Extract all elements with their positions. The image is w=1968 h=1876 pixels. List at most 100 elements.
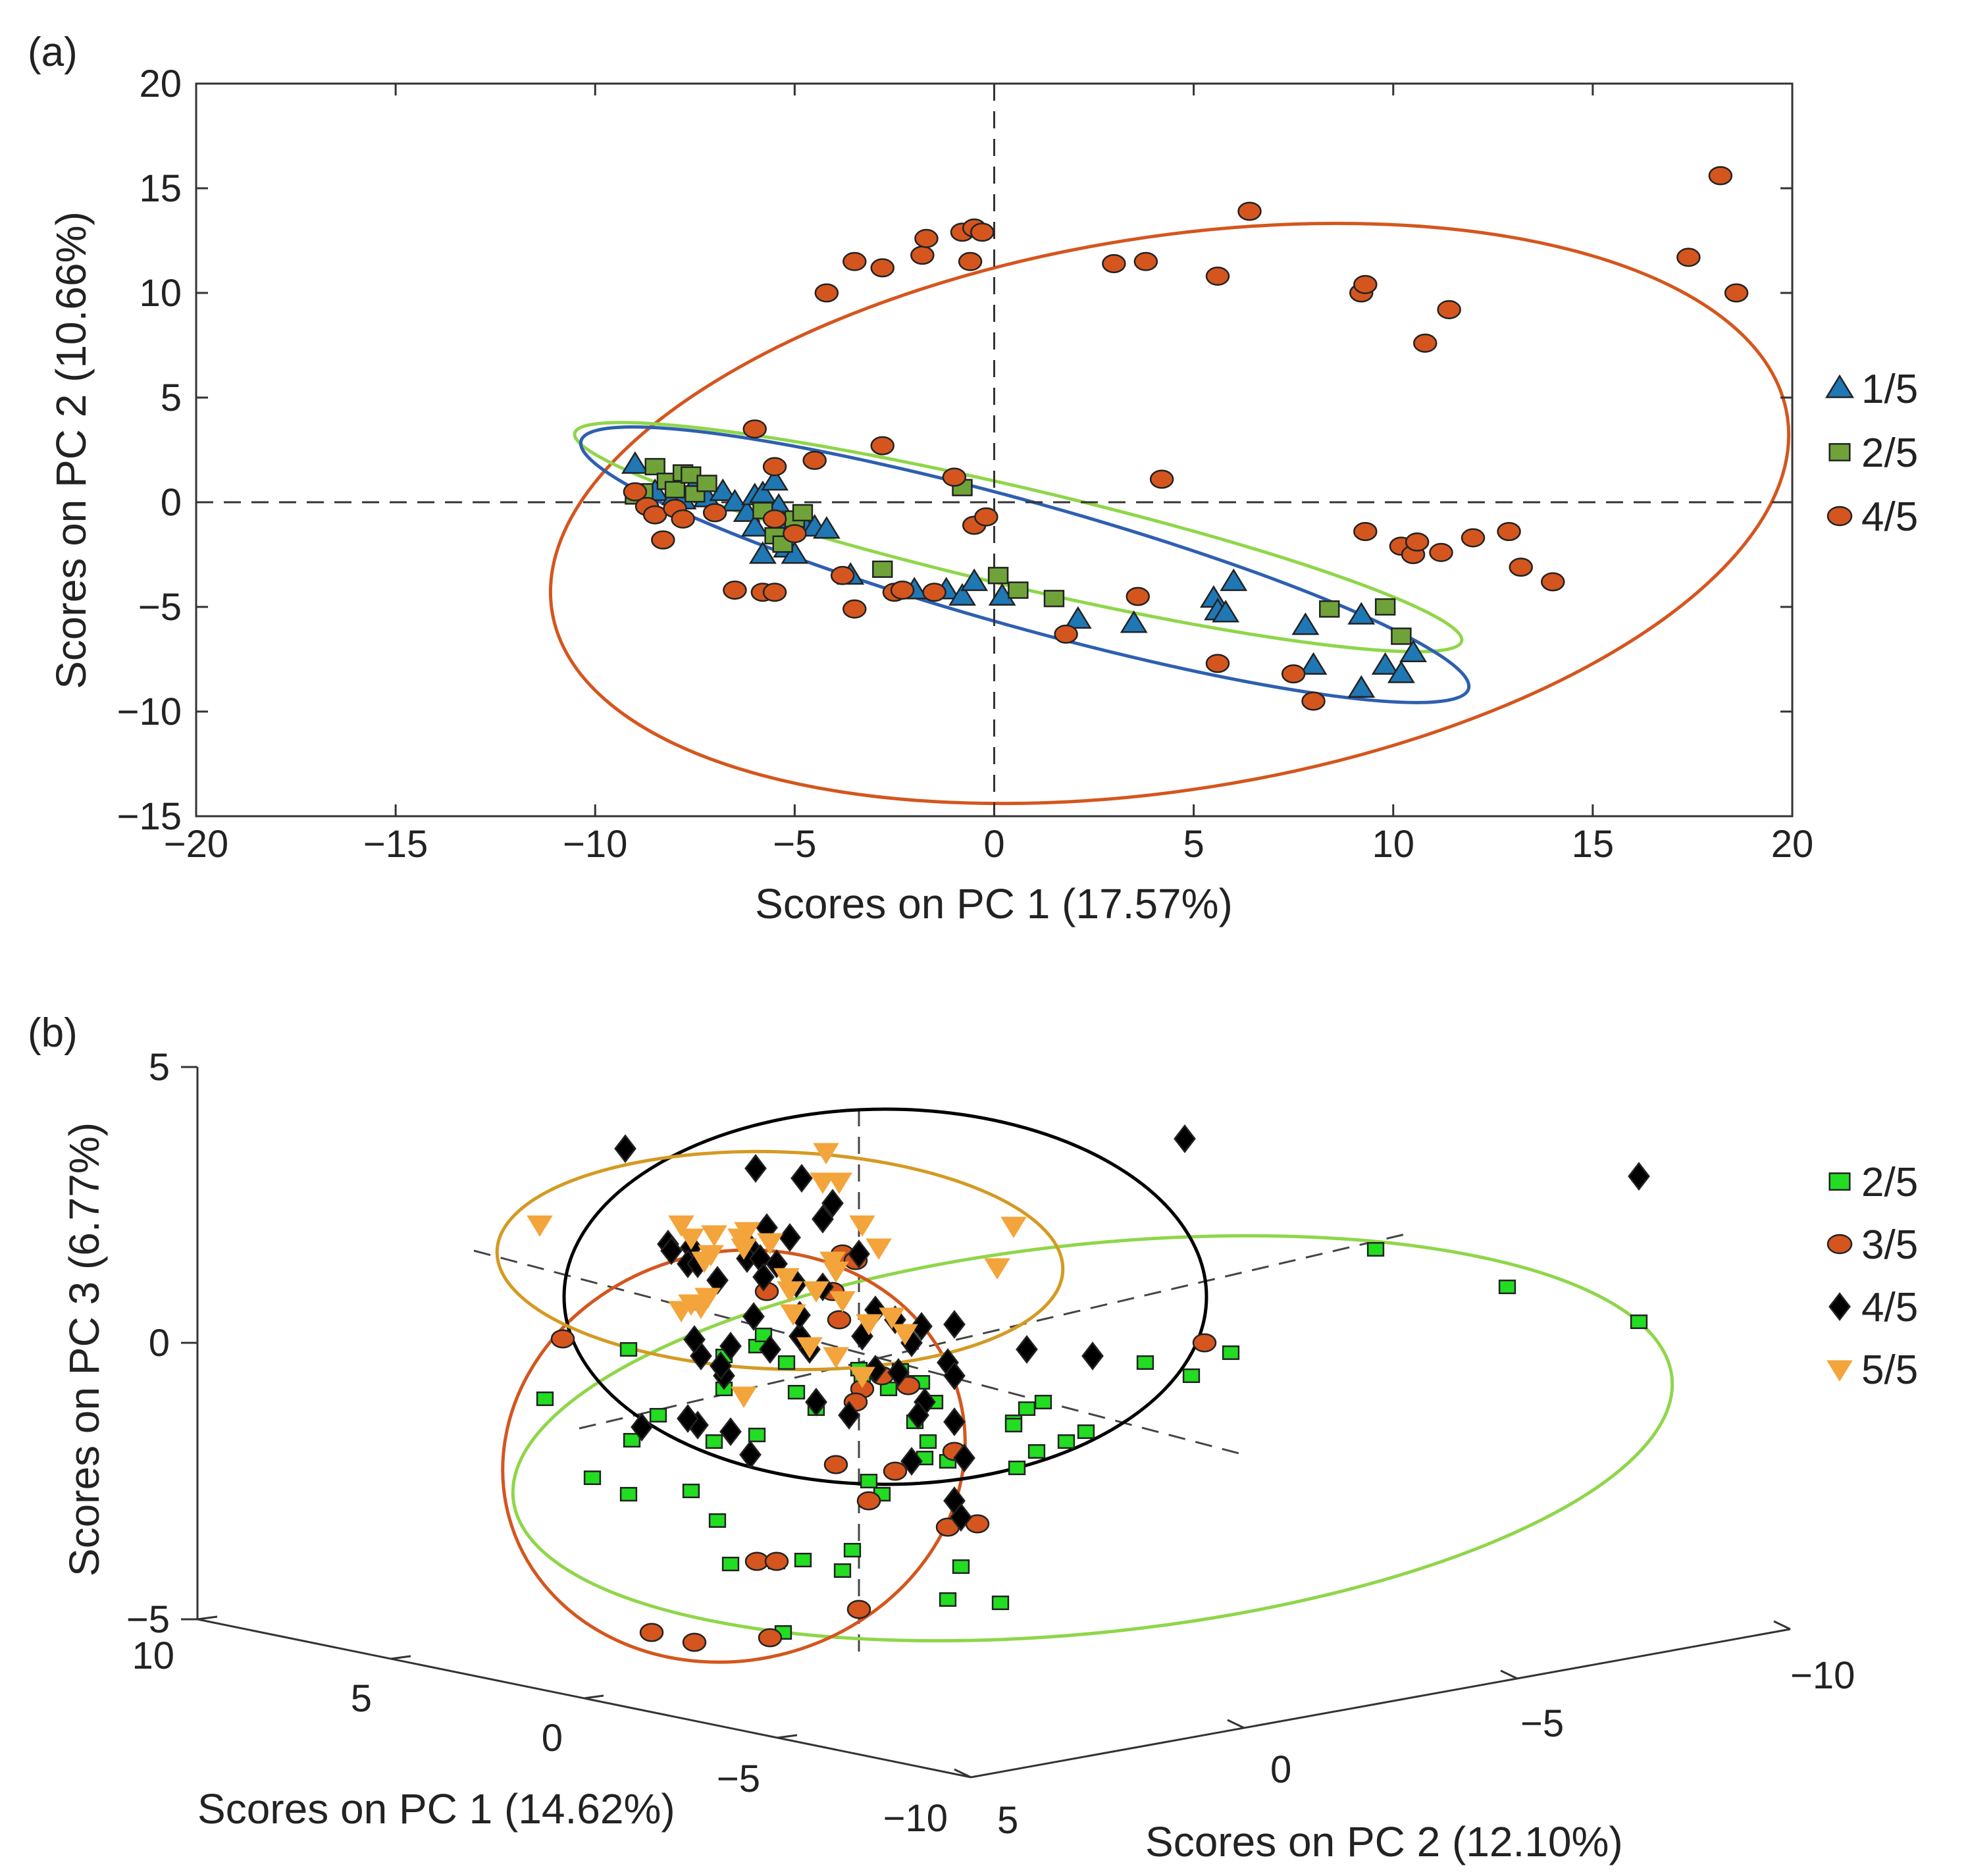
y-tick-label: 0 (161, 481, 182, 524)
data-point-4-5 (1676, 248, 1701, 267)
data-point-b-2-5 (1630, 1314, 1648, 1330)
data-point-b-2-5 (1027, 1444, 1046, 1459)
data-point-1-5 (781, 541, 809, 564)
legend-b-marker-5-5 (1826, 1360, 1853, 1382)
data-point-1-5 (812, 516, 841, 539)
data-point-b-4-5 (1174, 1124, 1196, 1153)
data-point-1-5 (1120, 610, 1148, 633)
data-point-b-2-5 (721, 1556, 740, 1572)
data-point-b-4-5 (864, 1355, 887, 1384)
data-point-b-4-5 (790, 1164, 813, 1193)
ellipse-b-2-5 (511, 1234, 1674, 1643)
legend-label: 1/5 (1861, 367, 1918, 412)
data-point-b-5-5 (866, 1238, 892, 1260)
legend-marker-2-5 (1828, 443, 1851, 461)
data-point-4-5 (1405, 532, 1430, 552)
pc1-tick-label: −10 (883, 1797, 948, 1840)
data-point-b-5-5 (803, 1281, 829, 1303)
data-point-4-5 (1149, 469, 1174, 489)
data-point-b-2-5 (1034, 1394, 1052, 1410)
data-point-4-5 (1353, 522, 1378, 542)
data-point-b-3-5 (823, 1455, 848, 1474)
data-point-2-5 (696, 475, 717, 492)
data-point-b-3-5 (758, 1628, 783, 1648)
data-point-b-4-5 (677, 1404, 699, 1433)
data-point-1-5 (721, 488, 749, 511)
data-point-b-2-5 (991, 1595, 1010, 1611)
data-point-1-5 (1212, 600, 1240, 623)
data-point-b-4-5 (943, 1407, 966, 1436)
data-point-2-5 (1008, 581, 1029, 599)
panel-a-y-axis-label: Scores on PC 2 (10.66%) (47, 211, 95, 689)
data-point-b-5-5 (879, 1307, 905, 1329)
ellipse-4-5 (548, 221, 1791, 806)
panel-b: (b) (28, 1010, 1918, 1865)
data-point-4-5 (842, 251, 867, 271)
pc1-tick-label: 10 (132, 1634, 174, 1677)
data-point-1-5 (621, 451, 649, 474)
data-point-1-5 (1064, 606, 1092, 629)
data-point-4-5 (830, 565, 855, 585)
x-tick-label: −20 (164, 823, 228, 866)
data-point-4-5 (814, 283, 839, 303)
legend-label: 2/5 (1861, 430, 1918, 476)
panel-b-points (527, 1124, 1650, 1652)
data-point-b-5-5 (892, 1324, 918, 1345)
data-point-b-3-5 (1192, 1333, 1217, 1353)
data-point-b-2-5 (1018, 1401, 1036, 1417)
data-point-4-5 (1054, 624, 1078, 644)
data-point-b-4-5 (710, 1351, 732, 1380)
data-point-b-2-5 (787, 1384, 806, 1400)
pc1-tick-label: −5 (717, 1758, 760, 1800)
data-point-b-5-5 (731, 1386, 757, 1408)
data-point-b-4-5 (752, 1263, 775, 1291)
panel-b-confidence-ellipses (495, 1107, 1674, 1664)
data-point-b-2-5 (619, 1486, 638, 1502)
data-point-b-5-5 (668, 1215, 694, 1237)
data-point-2-5 (987, 567, 1009, 585)
data-point-b-2-5 (1057, 1434, 1075, 1449)
data-point-2-5 (664, 481, 686, 499)
data-point-4-5 (1413, 333, 1437, 353)
legend-label: 4/5 (1861, 494, 1918, 540)
data-point-4-5 (1205, 654, 1230, 673)
data-point-b-3-5 (764, 1551, 789, 1571)
panel-a-points (621, 166, 1749, 711)
x-tick-label: 0 (983, 823, 1004, 866)
panel-a-x-axis-label: Scores on PC 1 (17.57%) (755, 880, 1233, 927)
y-tick-label: 5 (161, 377, 182, 419)
data-point-4-5 (1133, 251, 1158, 271)
y-tick-label: 10 (139, 272, 182, 315)
data-point-b-5-5 (826, 1172, 852, 1194)
x-tick-label: 5 (1183, 823, 1204, 866)
x-tick-label: −10 (563, 823, 627, 866)
data-point-4-5 (1429, 542, 1453, 562)
data-point-b-2-5 (1004, 1417, 1023, 1433)
data-point-b-4-5 (660, 1236, 683, 1265)
z-tick-label: −5 (126, 1598, 170, 1641)
data-point-4-5 (1724, 283, 1749, 303)
panel-b-legend: 2/5 3/5 4/5 5/5 (1826, 1160, 1918, 1393)
x-tick-label: 20 (1771, 823, 1814, 866)
x-tick-label: −5 (773, 823, 816, 866)
data-point-4-5 (623, 482, 648, 502)
data-point-4-5 (1708, 166, 1733, 186)
data-point-b-4-5 (907, 1401, 929, 1430)
pc1-tick-label: 5 (351, 1677, 372, 1720)
panel-a: (a) −20 −15 −10 −5 0 5 10 15 20−15−10−505101520 … (28, 30, 1918, 927)
data-point-b-4-5 (739, 1440, 762, 1469)
x-tick-label: 10 (1372, 823, 1414, 866)
data-point-b-2-5 (754, 1327, 773, 1343)
pc2-tick-label: −10 (1790, 1654, 1855, 1697)
data-point-b-4-5 (950, 1503, 972, 1532)
data-point-1-5 (1387, 660, 1415, 683)
pc2-tick-label: 0 (1270, 1748, 1291, 1791)
data-point-b-5-5 (731, 1238, 757, 1260)
data-point-b-3-5 (550, 1329, 575, 1349)
data-point-b-3-5 (682, 1632, 707, 1652)
data-point-b-2-5 (682, 1483, 700, 1499)
legend-b-marker-3-5 (1826, 1234, 1853, 1255)
data-point-2-5 (1043, 590, 1065, 608)
data-point-b-2-5 (623, 1432, 641, 1448)
x-tick-label: −15 (363, 823, 428, 866)
